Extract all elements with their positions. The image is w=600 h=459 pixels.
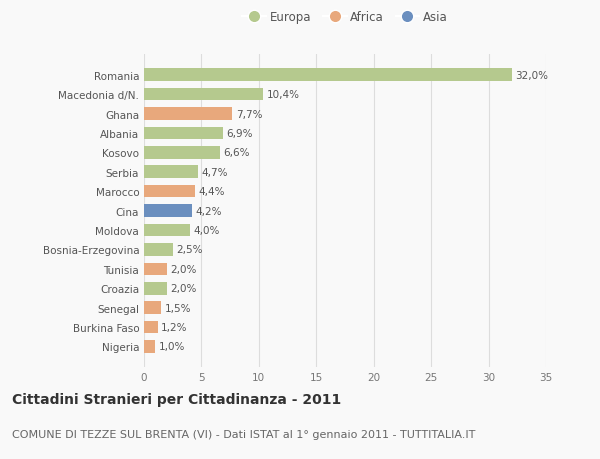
Bar	[144, 282, 167, 295]
Text: 4,4%: 4,4%	[198, 187, 224, 197]
Text: 4,0%: 4,0%	[193, 225, 220, 235]
Bar	[144, 341, 155, 353]
Bar	[144, 147, 220, 159]
Bar	[144, 263, 167, 275]
Bar	[144, 166, 198, 179]
Text: 2,5%: 2,5%	[176, 245, 203, 255]
Legend: Europa, Africa, Asia: Europa, Africa, Asia	[242, 11, 448, 24]
Text: 32,0%: 32,0%	[515, 71, 548, 80]
Bar	[144, 185, 194, 198]
Text: 10,4%: 10,4%	[267, 90, 300, 100]
Text: 6,9%: 6,9%	[227, 129, 253, 139]
Bar	[144, 69, 512, 82]
Text: 1,2%: 1,2%	[161, 322, 188, 332]
Text: 2,0%: 2,0%	[170, 264, 197, 274]
Bar	[144, 108, 232, 121]
Text: COMUNE DI TEZZE SUL BRENTA (VI) - Dati ISTAT al 1° gennaio 2011 - TUTTITALIA.IT: COMUNE DI TEZZE SUL BRENTA (VI) - Dati I…	[12, 429, 475, 439]
Bar	[144, 224, 190, 237]
Bar	[144, 205, 192, 218]
Bar	[144, 244, 173, 256]
Text: 4,7%: 4,7%	[202, 168, 228, 177]
Bar	[144, 321, 158, 334]
Text: 1,5%: 1,5%	[164, 303, 191, 313]
Text: 7,7%: 7,7%	[236, 109, 262, 119]
Text: 4,2%: 4,2%	[196, 206, 222, 216]
Bar	[144, 89, 263, 101]
Text: 2,0%: 2,0%	[170, 284, 197, 294]
Text: 6,6%: 6,6%	[223, 148, 250, 158]
Bar	[144, 127, 223, 140]
Text: Cittadini Stranieri per Cittadinanza - 2011: Cittadini Stranieri per Cittadinanza - 2…	[12, 392, 341, 406]
Text: 1,0%: 1,0%	[159, 342, 185, 352]
Bar	[144, 302, 161, 314]
